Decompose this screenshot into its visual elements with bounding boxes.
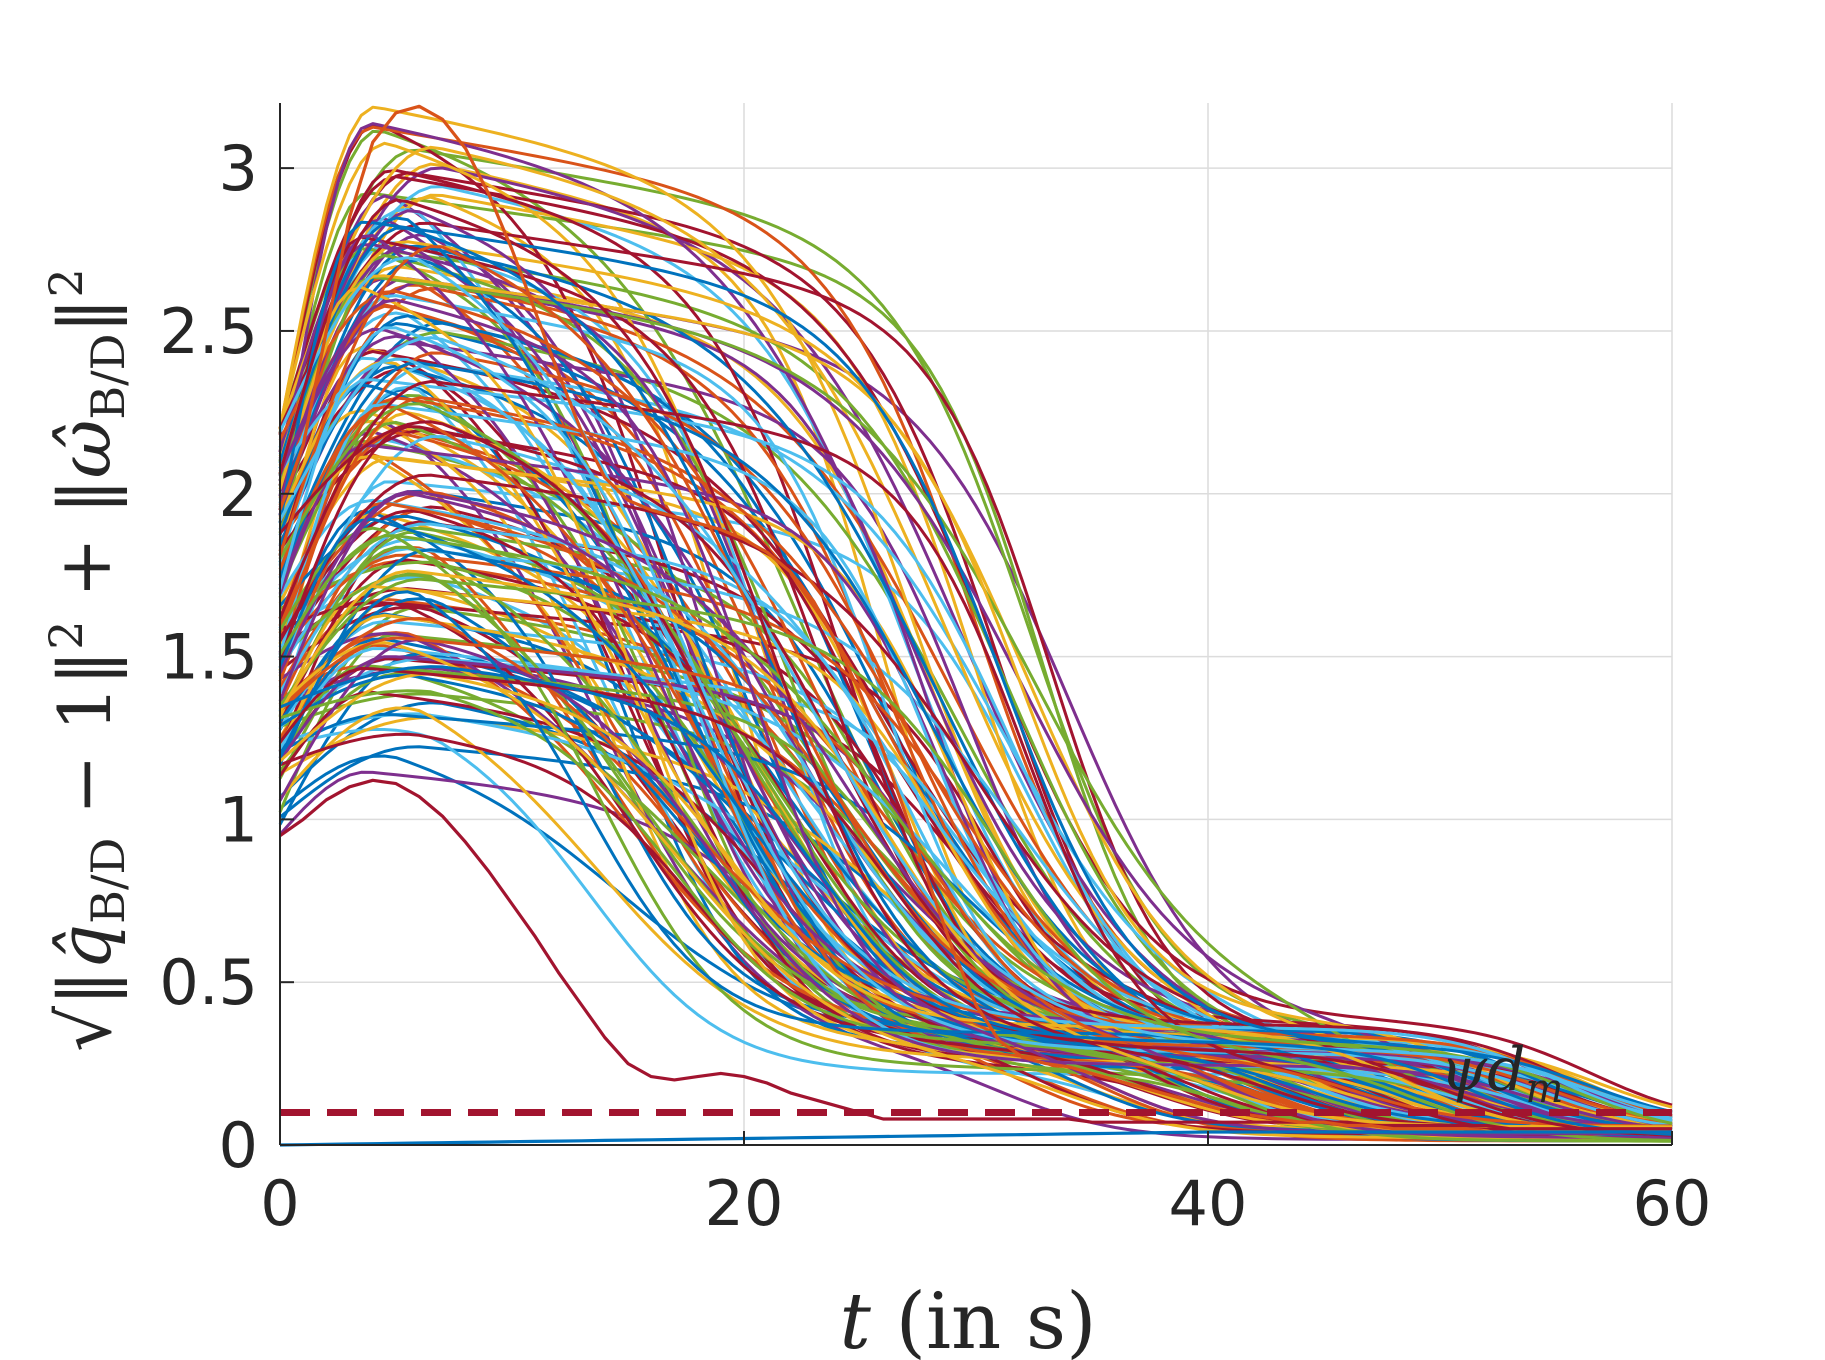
y-tick-label: 0.5 xyxy=(159,946,258,1019)
y-label-minus-one: − 1 xyxy=(43,686,127,838)
y-tick-label: 1 xyxy=(219,783,258,856)
y-tick-label: 2.5 xyxy=(159,295,258,368)
y-label-plus: + xyxy=(43,514,127,620)
y-label-sq: 2 xyxy=(39,620,93,649)
axes xyxy=(279,103,1673,1146)
trajectory-line xyxy=(278,613,1673,1135)
trajectory-line xyxy=(278,490,1672,1139)
y-label-root: √ xyxy=(43,1006,127,1052)
y-label-norm-open: ‖ xyxy=(43,970,127,1006)
trajectory-line xyxy=(278,672,1673,1135)
trajectory-line xyxy=(278,454,1673,1127)
x-tick-label: 60 xyxy=(1633,1167,1712,1240)
trajectory-line xyxy=(278,636,1672,1128)
trajectory-line xyxy=(278,245,1673,1117)
y-tick-label: 2 xyxy=(219,458,258,531)
trajectory-curves xyxy=(278,105,1673,1143)
trajectory-line xyxy=(278,553,1673,1140)
trajectory-line xyxy=(278,492,1673,1129)
threshold-sub: m xyxy=(1525,1066,1563,1112)
x-axis-label: t (in s) xyxy=(839,1277,1096,1360)
x-axis-label-var: t xyxy=(839,1277,871,1360)
y-label-w-open: ‖ xyxy=(43,478,127,514)
trajectory-line xyxy=(278,336,1673,1115)
series-lowest xyxy=(279,778,1672,1131)
threshold-psi: ψ xyxy=(1440,1035,1488,1105)
y-axis-label: √‖q̂B/D − 1‖2 + ‖ω̂B/D‖2 xyxy=(39,268,135,1052)
trajectory-line xyxy=(279,665,1673,1136)
series-highest xyxy=(278,104,1672,1134)
y-label-w: ω̂ xyxy=(43,420,127,479)
x-axis-label-rest: (in s) xyxy=(871,1277,1097,1360)
x-tick-labels: 0 20 40 60 xyxy=(260,1167,1711,1240)
y-label-w-close: ‖ xyxy=(43,297,127,333)
y-label-q: q̂ xyxy=(43,924,127,970)
threshold-label: ψdm xyxy=(1440,1035,1563,1112)
trajectory-line xyxy=(278,577,1673,1142)
threshold-d: d xyxy=(1487,1035,1525,1105)
trajectory-line xyxy=(279,689,1672,1143)
x-tick-label: 0 xyxy=(260,1167,299,1240)
trajectory-line xyxy=(278,380,1673,1141)
y-label-norm-close: ‖ xyxy=(43,650,127,686)
y-tick-labels: 0 0.5 1 1.5 2 2.5 3 xyxy=(159,132,258,1182)
x-tick-label: 40 xyxy=(1169,1167,1248,1240)
y-tick-label: 3 xyxy=(219,132,258,205)
series-near-zero xyxy=(279,1130,1672,1147)
highlight-curves xyxy=(278,104,1672,1147)
trajectory-line xyxy=(278,240,1673,1138)
y-tick-label: 0 xyxy=(219,1109,258,1182)
trajectory-line xyxy=(278,638,1673,1131)
y-label-w-sub: B/D xyxy=(81,333,135,419)
trajectory-line xyxy=(278,534,1673,1125)
y-label-q-sub: B/D xyxy=(81,838,135,924)
x-tick-label: 20 xyxy=(705,1167,784,1240)
trajectory-line xyxy=(278,226,1673,1138)
y-tick-label: 1.5 xyxy=(159,621,258,694)
svg-text:√‖q̂B/D − 1‖2 + ‖ω̂B/D‖2: √‖q̂B/D − 1‖2 + ‖ω̂B/D‖2 xyxy=(39,268,135,1052)
y-label-w-sq: 2 xyxy=(39,268,93,297)
